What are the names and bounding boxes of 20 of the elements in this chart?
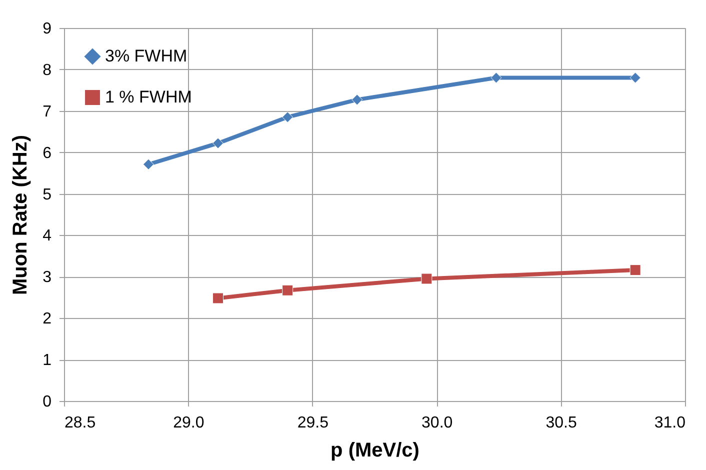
y-tick-label: 0 <box>42 394 52 410</box>
y-tick-label: 6 <box>42 144 52 162</box>
x-axis-title: p (MeV/c) <box>330 440 420 462</box>
y-tick-label: 5 <box>42 186 52 204</box>
x-tick-label: 31.0 <box>654 414 686 432</box>
x-tick-label: 29.0 <box>173 414 204 432</box>
y-tick-label: 4 <box>42 228 52 245</box>
y-axis-title: Muon Rate (KHz) <box>10 135 32 295</box>
y-tick-label: 3 <box>42 269 52 286</box>
y-tick-label: 2 <box>42 310 52 328</box>
y-tick-label: 9 <box>42 20 52 38</box>
x-tick-label: 30.5 <box>546 414 577 432</box>
legend-label: 1 % FWHM <box>105 88 192 106</box>
x-tick-label: 28.5 <box>64 414 96 432</box>
y-tick-label: 8 <box>42 62 52 79</box>
x-tick-label: 30.0 <box>422 414 453 432</box>
y-tick-label: 1 <box>42 352 52 370</box>
y-tick-label: 7 <box>42 103 52 120</box>
x-tick-label: 29.5 <box>297 414 329 432</box>
legend-label: 3% FWHM <box>105 46 188 66</box>
